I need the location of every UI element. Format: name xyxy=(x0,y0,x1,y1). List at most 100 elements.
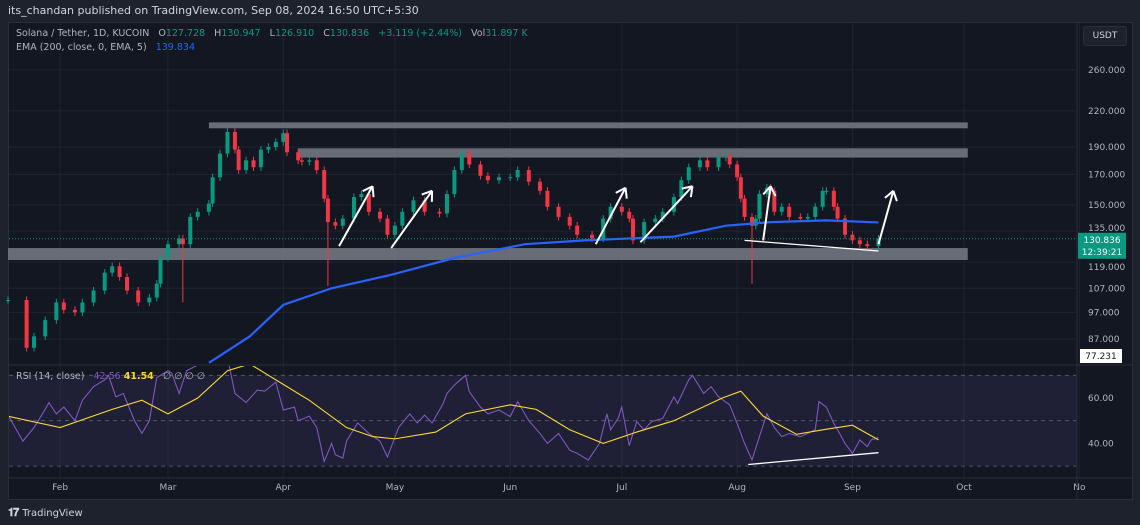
candle-body xyxy=(218,153,223,178)
candle-body xyxy=(575,225,580,235)
candle-body xyxy=(526,170,531,182)
candle-body xyxy=(158,258,163,284)
candle-body xyxy=(325,198,330,223)
candle-body xyxy=(437,211,442,214)
candle-body xyxy=(110,266,115,273)
candle-body xyxy=(843,218,847,235)
candle-body xyxy=(307,160,312,162)
price-tick-label: 170.000 xyxy=(1088,170,1125,180)
candle-body xyxy=(411,200,416,212)
candle-body xyxy=(757,193,762,219)
candle-body xyxy=(630,218,635,241)
change-value: +3.119 (+2.44%) xyxy=(378,28,462,39)
footer-brand[interactable]: TradingView xyxy=(22,507,83,519)
candle-body xyxy=(686,167,691,181)
candle-body xyxy=(54,302,59,321)
candle-body xyxy=(378,211,382,219)
time-tick-label: Aug xyxy=(728,483,746,493)
candle-body xyxy=(805,216,810,219)
rsi-tick-label: 60.00 xyxy=(1088,394,1114,404)
rsi-extra-values: ∅ ∅ ∅ ∅ xyxy=(162,371,205,382)
candle-body xyxy=(351,197,356,219)
candle-body xyxy=(627,211,632,219)
support-resistance-zone xyxy=(298,148,968,158)
candle-body xyxy=(779,206,784,212)
candle-body xyxy=(32,336,37,348)
candle-body xyxy=(642,222,647,241)
arrow-annotation xyxy=(877,190,895,245)
rsi-label: RSI (14, close) xyxy=(16,371,85,382)
rsi-legend[interactable]: RSI (14, close) 42.56 41.54 ∅ ∅ ∅ ∅ xyxy=(16,371,205,382)
candle-body xyxy=(705,160,710,168)
price-tick-label: 220.000 xyxy=(1088,107,1125,117)
candle-body xyxy=(400,211,405,226)
candle-body xyxy=(515,170,520,178)
arrow-head-icon xyxy=(689,186,694,198)
crosshair-price-badge xyxy=(1080,349,1122,363)
close-value: 130.836 xyxy=(329,28,370,39)
candle-body xyxy=(738,177,743,199)
candle-body xyxy=(716,157,721,168)
candle-body xyxy=(322,170,327,199)
candle-body xyxy=(296,152,301,161)
candle-body xyxy=(281,133,286,142)
symbol-legend: Solana / Tether, 1D, KUCOIN O127.728 H13… xyxy=(16,28,528,39)
candle-body xyxy=(727,156,732,165)
arrow-annotation xyxy=(639,185,694,243)
arrow-head-icon xyxy=(892,190,898,202)
arrow-head-icon xyxy=(884,190,895,199)
ema-legend[interactable]: EMA (200, close, 0, EMA, 5) 139.834 xyxy=(16,42,195,53)
price-tick-label: 87.000 xyxy=(1088,335,1120,345)
candle-body xyxy=(452,170,457,194)
candle-body xyxy=(850,234,855,241)
candle-body xyxy=(244,160,249,171)
candle-body xyxy=(772,190,777,212)
candle-body xyxy=(750,216,754,226)
candle-body xyxy=(537,181,542,191)
candle-body xyxy=(556,206,561,217)
footer: 𝟏𝟕 TradingView xyxy=(8,506,83,520)
arrow-head-icon xyxy=(762,185,772,196)
ema-value: 139.834 xyxy=(155,42,196,53)
candle-body xyxy=(195,211,200,217)
candle-body xyxy=(266,147,271,150)
candle-body xyxy=(567,216,572,226)
candle-body xyxy=(385,218,390,235)
candle-body xyxy=(359,193,364,198)
candle-body xyxy=(24,300,29,348)
candle-body xyxy=(206,203,211,212)
candle-body xyxy=(619,206,624,212)
candle-body xyxy=(299,160,304,162)
ema-200-line xyxy=(208,219,879,364)
candle-body xyxy=(742,198,747,217)
time-tick-label: Apr xyxy=(275,483,291,493)
currency-button[interactable]: USDT xyxy=(1083,26,1127,46)
candle-body xyxy=(653,218,658,223)
arrow-head-icon xyxy=(371,186,375,198)
candle-body xyxy=(590,234,595,239)
candle-body xyxy=(80,302,85,313)
time-tick-label: No xyxy=(1073,483,1086,493)
candle-body xyxy=(485,175,490,181)
rsi-trendline xyxy=(748,452,879,466)
candle-body xyxy=(865,244,870,247)
candle-body xyxy=(251,160,256,168)
candle-body xyxy=(366,193,371,212)
candle-body xyxy=(210,177,215,204)
arrow-head-icon xyxy=(421,189,433,196)
candle-body xyxy=(813,206,818,217)
publisher-info: its_chandan published on TradingView.com… xyxy=(8,4,419,17)
candle-body xyxy=(735,164,740,178)
candle-body xyxy=(444,193,449,214)
candle-body xyxy=(72,309,77,313)
candle-body xyxy=(679,180,684,198)
candle-body xyxy=(835,206,840,219)
symbol-title[interactable]: Solana / Tether, 1D, KUCOIN xyxy=(16,28,150,39)
candle-body xyxy=(787,206,792,217)
candle-body xyxy=(497,177,502,181)
arrow-head-icon xyxy=(624,187,628,199)
candle-body xyxy=(180,238,185,245)
time-tick-label: Sep xyxy=(844,483,861,493)
candle-body xyxy=(508,177,513,179)
